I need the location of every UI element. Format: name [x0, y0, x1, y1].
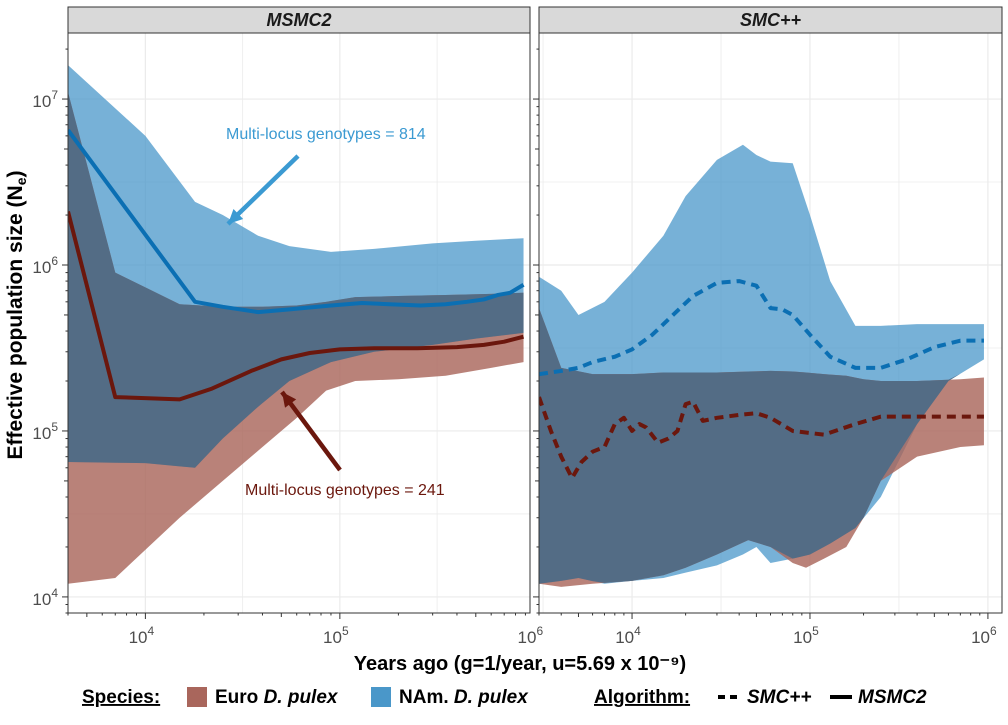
euro-solid-line [68, 211, 525, 402]
x-tick-label-base: 10 [793, 628, 812, 647]
y-axis-label-close: ) [4, 171, 27, 178]
annotation-arrow-icon [280, 390, 342, 472]
legend-euro-label: Euro D. pulex [215, 687, 339, 708]
y-tick-label: 107 [32, 88, 58, 111]
legend-nam-italic: D. pulex [454, 687, 529, 708]
annotation-label: Multi-locus genotypes = 241 [245, 482, 445, 499]
legend-nam-prefix: NAm. [399, 687, 454, 708]
nam-solid-line [68, 128, 525, 315]
legend-euro-italic: D. pulex [264, 687, 339, 708]
y-axis-label: Effective population size (Ne) [4, 171, 29, 460]
x-tick-label-base: 10 [971, 628, 990, 647]
plot-layer [68, 65, 984, 587]
y-axis-label-sub: e [13, 177, 29, 185]
x-tick-label: 106 [971, 624, 997, 647]
facet-strip-label: MSMC2 [266, 10, 331, 30]
y-tick-label-base: 10 [32, 590, 51, 609]
y-tick-label-base: 10 [32, 92, 51, 111]
x-tick-label-base: 10 [323, 628, 342, 647]
x-axis-label: Years ago (g=1/year, u=5.69 x 10⁻⁹) [354, 653, 686, 675]
x-tick-label-exp: 5 [342, 624, 349, 638]
legend-nam-label: NAm. D. pulex [399, 687, 529, 708]
y-tick-label-base: 10 [32, 424, 51, 443]
legend: Species: Euro D. pulex NAm. D. pulex Alg… [82, 687, 927, 708]
facet-strip-label: SMC++ [740, 10, 802, 30]
y-tick-label-base: 10 [32, 258, 51, 277]
euro-dashed-line [539, 396, 984, 481]
legend-euro-prefix: Euro [215, 687, 264, 708]
x-tick-label: 105 [323, 624, 349, 647]
x-tick-label: 105 [793, 624, 819, 647]
x-tick-label-base: 10 [518, 628, 537, 647]
y-tick-label-exp: 5 [51, 420, 58, 434]
panel-1-series [539, 144, 984, 587]
x-tick-label-exp: 6 [990, 624, 997, 638]
nam-dashed-line [539, 279, 984, 377]
annotation-label: Multi-locus genotypes = 814 [226, 126, 426, 143]
x-tick-label-exp: 6 [536, 624, 543, 638]
facet-strip [538, 6, 1003, 34]
y-tick-label: 106 [32, 254, 58, 277]
x-tick-label: 104 [615, 624, 641, 647]
y-tick-label-exp: 7 [51, 88, 58, 102]
facet-strip [67, 6, 531, 34]
panel-0-series [68, 65, 525, 584]
y-tick-label-exp: 4 [51, 586, 58, 600]
legend-smc-label: SMC++ [747, 687, 811, 708]
x-tick-label-base: 10 [615, 628, 634, 647]
legend-nam-swatch [371, 687, 391, 707]
x-tick-label-base: 10 [129, 628, 148, 647]
y-tick-label: 104 [32, 586, 58, 609]
overlap-ribbon [68, 92, 524, 468]
legend-algorithm-title: Algorithm: [594, 687, 690, 708]
x-tick-label-exp: 5 [812, 624, 819, 638]
annotation-arrowhead-icon [228, 208, 244, 224]
legend-msmc-label: MSMC2 [858, 687, 927, 708]
legend-euro-swatch [187, 687, 207, 707]
annotation-arrow-icon [226, 154, 300, 226]
x-tick-label-exp: 4 [148, 624, 155, 638]
y-tick-label-exp: 6 [51, 254, 58, 268]
overlap-ribbon [539, 308, 984, 584]
annotation-arrowhead-icon [282, 392, 297, 408]
x-tick-label-exp: 4 [634, 624, 641, 638]
y-tick-label: 105 [32, 420, 58, 443]
x-tick-label: 106 [518, 624, 544, 647]
x-tick-label: 104 [129, 624, 155, 647]
legend-species-title: Species: [82, 687, 160, 708]
y-axis-label-main: Effective population size (N [4, 185, 27, 459]
